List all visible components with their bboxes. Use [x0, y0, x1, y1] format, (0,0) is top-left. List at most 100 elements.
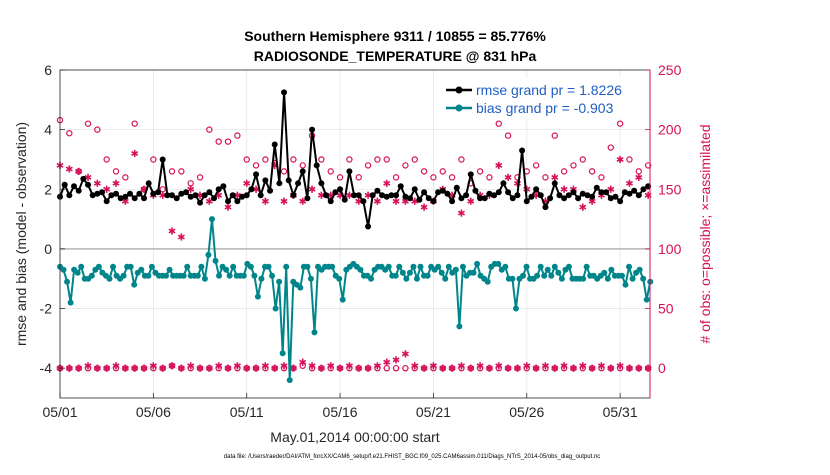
star-stroke [84, 363, 92, 369]
bias-point [269, 272, 276, 279]
possible-obs-marker [402, 364, 409, 372]
star-stroke [140, 365, 148, 371]
assimilated-obs-marker [149, 362, 157, 370]
possible-obs-marker [560, 168, 568, 175]
assimilated-obs-marker [252, 364, 260, 372]
star-stroke [187, 186, 195, 192]
rmse-point [523, 198, 530, 205]
bias-point [357, 266, 364, 273]
star-stroke [112, 180, 120, 186]
assimilated-obs-marker [579, 362, 587, 370]
star-stroke [588, 365, 596, 371]
bias-point [410, 263, 417, 270]
bias-point [622, 281, 629, 288]
rmse-point [640, 186, 647, 193]
assimilated-obs-marker [355, 364, 363, 372]
bias-point [445, 263, 452, 270]
bias-point [138, 266, 145, 273]
rmse-point [537, 192, 544, 199]
assimilated-obs-marker [411, 362, 419, 370]
assimilated-obs-marker [84, 362, 92, 370]
bias-point [424, 272, 431, 279]
bias-point [452, 266, 459, 273]
x-tick-label: 05/21 [416, 404, 451, 420]
possible-obs-marker [122, 174, 129, 181]
rmse-point [262, 177, 269, 184]
assimilated-obs-marker [495, 161, 503, 170]
assimilated-obs-marker [429, 362, 437, 370]
possible-obs-marker [402, 162, 409, 169]
bias-point [626, 263, 633, 270]
rmse-point [103, 198, 110, 205]
bias-point [198, 263, 205, 270]
possible-obs-marker [243, 156, 250, 163]
star-stroke [280, 363, 288, 369]
star-stroke [373, 363, 381, 369]
possible-obs-marker [476, 168, 484, 175]
star-stroke [625, 180, 633, 186]
possible-obs-marker [392, 174, 400, 181]
rmse-point [416, 196, 423, 203]
legend: rmse grand pr = 1.8226 bias grand pr = -… [442, 78, 648, 118]
bias-point [120, 272, 127, 279]
rmse-point [612, 193, 619, 200]
star-stroke [635, 174, 643, 180]
rmse-point [547, 195, 554, 202]
possible-obs-marker [570, 162, 577, 169]
rmse-point [127, 190, 134, 197]
rmse-point [290, 192, 297, 199]
bias-point [205, 251, 212, 258]
star-stroke [579, 363, 587, 369]
star-stroke [93, 365, 101, 371]
rmse-point [393, 192, 400, 199]
bias-point [286, 377, 293, 384]
x-axis-label: May.01,2014 00:00:00 start [270, 429, 440, 445]
rmse-point [85, 181, 92, 188]
legend-rmse-marker [455, 86, 463, 94]
star-stroke [280, 198, 288, 204]
assimilated-obs-marker [187, 185, 195, 193]
bias-point [618, 272, 625, 279]
assimilated-obs-marker [560, 362, 568, 370]
possible-obs-marker [262, 156, 269, 163]
legend-rmse-label: rmse grand pr = 1.8226 [476, 82, 622, 98]
rmse-point [575, 195, 582, 202]
bias-point [509, 275, 516, 282]
rmse-point [435, 189, 442, 196]
bias-point [226, 272, 233, 279]
series-layer [57, 89, 654, 384]
star-stroke [131, 150, 139, 156]
bias-point [180, 272, 187, 279]
rmse-point [80, 175, 87, 182]
possible-obs-marker [551, 132, 558, 139]
star-stroke [448, 365, 456, 371]
star-stroke [392, 198, 400, 204]
star-stroke [625, 365, 633, 371]
assimilated-obs-marker [504, 173, 512, 181]
possible-obs-marker [374, 156, 381, 163]
assimilated-obs-marker [579, 203, 587, 211]
assimilated-obs-marker [215, 362, 223, 370]
rmse-point [481, 195, 488, 202]
rmse-point [337, 186, 344, 193]
star-stroke [93, 180, 101, 186]
rmse-point [341, 196, 348, 203]
rmse-point [197, 199, 204, 206]
rmse-point [458, 195, 465, 202]
rmse-point [257, 192, 264, 199]
assimilated-obs-marker [224, 364, 232, 372]
assimilated-obs-marker [420, 203, 428, 211]
bias-point [336, 275, 343, 282]
rmse-point [75, 187, 82, 194]
star-stroke [112, 363, 120, 369]
rmse-point [570, 189, 577, 196]
rmse-point [374, 187, 381, 194]
bias-point [95, 263, 102, 270]
y-left-tick-label: -4 [40, 360, 53, 376]
rmse-point [467, 171, 474, 178]
star-stroke [513, 365, 521, 371]
rmse-point [397, 183, 404, 190]
bias-point [583, 263, 590, 270]
possible-obs-marker [327, 168, 334, 175]
